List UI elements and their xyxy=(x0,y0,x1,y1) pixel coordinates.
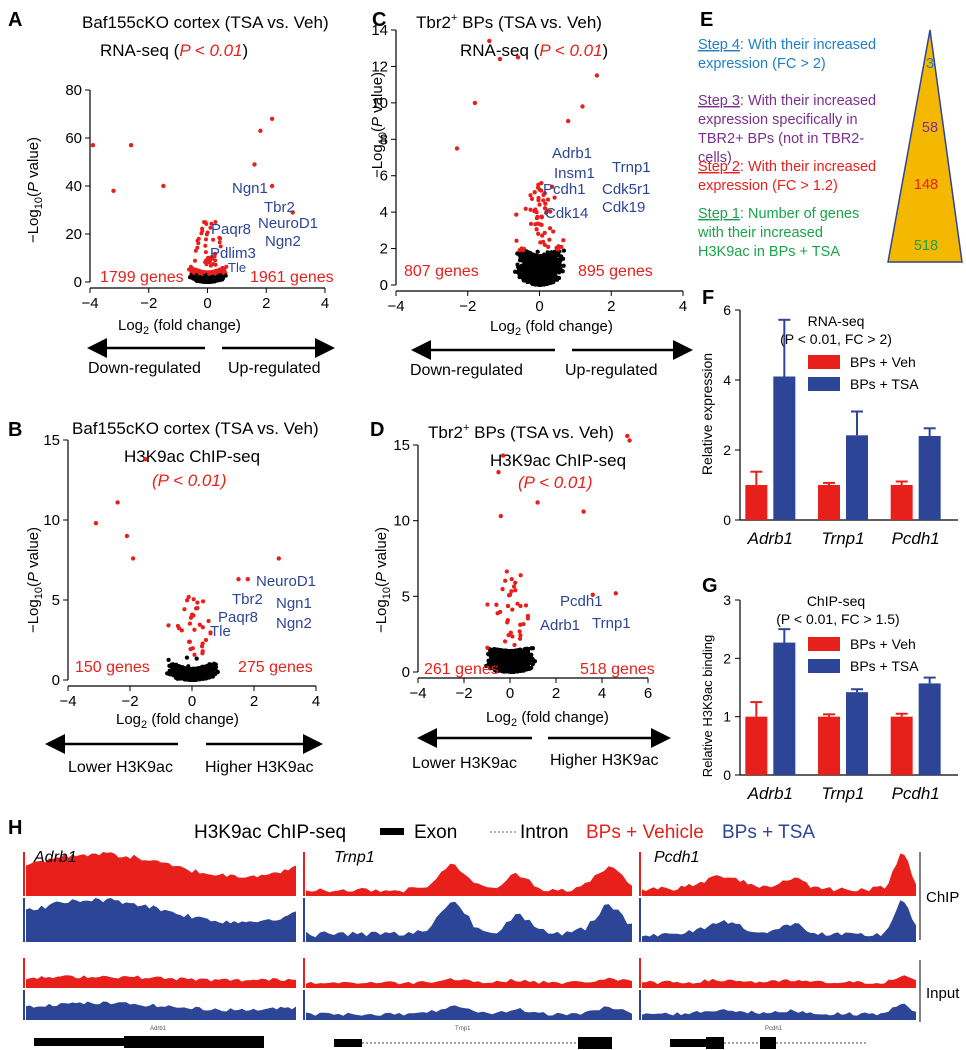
data-point xyxy=(161,183,166,189)
data-point xyxy=(187,621,192,626)
data-point xyxy=(208,263,213,268)
gene-label-ngn2: Ngn2 xyxy=(265,233,301,250)
panel-a-title: Baf155cKO cortex (TSA vs. Veh) xyxy=(82,13,329,32)
data-point xyxy=(204,222,209,226)
data-point xyxy=(217,240,222,245)
plotB-points xyxy=(93,457,281,682)
data-point xyxy=(200,228,205,233)
data-point xyxy=(221,276,226,281)
data-point xyxy=(207,271,211,276)
data-point xyxy=(213,270,218,275)
y-tick-label: 60 xyxy=(65,130,82,147)
data-point xyxy=(196,269,201,274)
gene-label-paqr8: Paqr8 xyxy=(211,221,251,238)
data-point xyxy=(203,250,208,255)
panel-b-title: Baf155cKO cortex (TSA vs. Veh) xyxy=(72,419,319,438)
panel-a: A Baf155cKO cortex (TSA vs. Veh) RNA-seq… xyxy=(8,9,335,377)
data-point xyxy=(194,656,199,661)
x-tick-label: 4 xyxy=(321,295,329,312)
gene-label-neurod1: NeuroD1 xyxy=(258,215,318,232)
data-point xyxy=(208,279,213,284)
data-point xyxy=(269,116,275,122)
data-point xyxy=(213,262,218,267)
data-point xyxy=(196,241,201,246)
data-point xyxy=(111,188,116,193)
data-point xyxy=(128,143,134,148)
panel-a-arrow-left: Down-regulated xyxy=(88,360,201,377)
data-point xyxy=(221,267,226,272)
data-point xyxy=(205,230,210,235)
y-tick-label: 40 xyxy=(65,178,82,195)
plotA-points xyxy=(90,116,295,284)
panel-b-pvalue: (P < 0.01) xyxy=(152,471,227,490)
data-point xyxy=(191,613,196,618)
data-point xyxy=(209,275,214,279)
data-point xyxy=(200,277,205,282)
panel-a-arrow-right: Up-regulated xyxy=(228,360,321,377)
panel-b-letter: B xyxy=(8,419,22,441)
gene-label-ngn1: Ngn1 xyxy=(232,180,268,197)
data-point xyxy=(211,237,216,242)
data-point xyxy=(188,264,193,269)
panel-a-xlabel: Log2 (fold change) xyxy=(118,317,241,337)
gene-label-tle: Tle xyxy=(228,260,246,275)
data-point xyxy=(252,162,257,167)
data-point xyxy=(195,245,200,250)
panel-a-ylabel: −Log10(P value) xyxy=(25,137,45,243)
gene-label-tbr2: Tbr2 xyxy=(264,199,295,216)
x-tick-label: 0 xyxy=(203,295,211,312)
data-point xyxy=(191,597,196,602)
data-point xyxy=(204,638,208,642)
panel-b-subtitle: H3K9ac ChIP-seq xyxy=(124,447,260,466)
x-tick-label: −2 xyxy=(140,295,157,312)
data-point xyxy=(203,243,208,248)
data-point xyxy=(187,275,192,280)
data-point xyxy=(204,262,209,267)
data-point xyxy=(206,255,211,260)
panel-a-left-count: 1799 genes xyxy=(100,269,184,286)
data-point xyxy=(90,143,96,148)
data-point xyxy=(213,258,218,263)
data-point xyxy=(166,623,171,628)
y-tick-label: 0 xyxy=(74,274,82,291)
data-point xyxy=(182,607,187,612)
x-tick-label: −4 xyxy=(81,295,98,312)
panel-a-subtitle: RNA-seq (P < 0.01) xyxy=(100,41,248,60)
y-tick-label: 20 xyxy=(65,226,82,243)
data-point xyxy=(193,258,197,263)
data-point xyxy=(192,652,197,657)
data-point xyxy=(188,647,193,652)
y-tick-label: 80 xyxy=(65,82,82,99)
panel-a-letter: A xyxy=(8,9,22,31)
data-point xyxy=(177,626,182,631)
panel-b: B Baf155cKO cortex (TSA vs. Veh) H3K9ac … xyxy=(8,419,323,776)
panel-a-right-count: 1961 genes xyxy=(250,269,334,286)
data-point xyxy=(205,275,210,280)
x-tick-label: 2 xyxy=(262,295,270,312)
data-point xyxy=(184,655,189,660)
data-point xyxy=(197,622,202,627)
data-point xyxy=(204,237,208,242)
data-point xyxy=(258,128,263,133)
data-point xyxy=(193,248,198,253)
data-point xyxy=(213,251,218,256)
data-point xyxy=(269,183,275,189)
